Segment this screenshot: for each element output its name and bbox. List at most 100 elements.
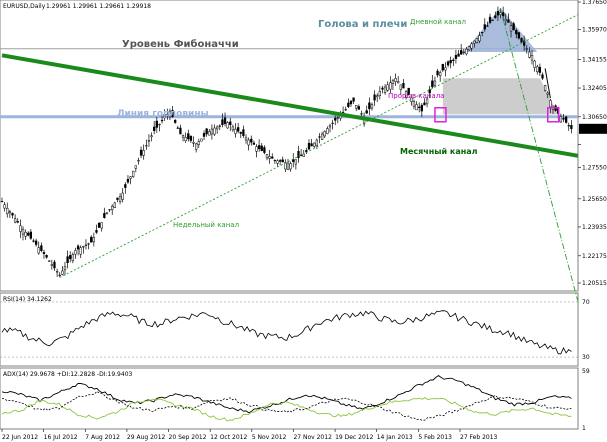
candle (418, 102, 421, 113)
candle-body (79, 247, 82, 255)
candle (507, 13, 510, 23)
candle (129, 176, 132, 185)
weekly-channel-line (59, 14, 579, 278)
candle (205, 128, 208, 137)
candle-body (252, 142, 256, 145)
candle-body (407, 87, 410, 95)
candle-body (320, 133, 324, 140)
candle-body (160, 119, 164, 122)
candle (470, 42, 473, 52)
candle-body (564, 116, 568, 123)
candle-body (318, 136, 321, 138)
candle-body (6, 207, 9, 215)
candle (200, 138, 203, 142)
candle (465, 46, 468, 56)
candle-body (229, 121, 232, 125)
candle (16, 218, 19, 224)
candle (310, 139, 313, 147)
candle-body (11, 212, 14, 216)
candle-body (155, 120, 158, 128)
y-tick-label: 1.20515 (582, 280, 607, 287)
candle (326, 126, 329, 135)
x-tick-label: 22 Jun 2012 (2, 434, 38, 441)
candle (512, 21, 515, 31)
daily-channel-label: Дневной канал (410, 18, 466, 26)
candle-body (281, 159, 284, 163)
candle-body (48, 260, 51, 262)
candle-body (520, 37, 523, 43)
candle-body (313, 142, 316, 147)
candle (281, 156, 284, 163)
candle (341, 106, 345, 114)
candle-body (263, 147, 266, 153)
candle-body (137, 160, 140, 162)
candle-body (402, 83, 405, 89)
candle-body (347, 102, 350, 107)
candle-body (55, 271, 59, 273)
head-shoulders-label: Голова и плечи (318, 19, 407, 30)
candle (376, 93, 379, 103)
candle (525, 45, 528, 54)
candle (87, 242, 90, 250)
candle-body (265, 154, 269, 159)
candle (116, 197, 119, 203)
candle (66, 250, 69, 269)
candle-body (483, 24, 486, 30)
candle-body (84, 244, 88, 246)
candle-body (365, 110, 368, 114)
monthly-channel-label: Месячный канал (400, 147, 478, 156)
candle-body (184, 137, 187, 142)
candle-body (195, 143, 198, 150)
candle-body (391, 80, 395, 85)
candle (399, 84, 402, 95)
candle-body (260, 145, 263, 151)
adx-tick-label: 1 (582, 425, 586, 432)
weekly-channel-label: Недельный канал (173, 221, 239, 229)
candle-body (533, 60, 536, 68)
rsi-panel[interactable] (0, 292, 579, 367)
candle (509, 21, 513, 38)
candle-body (187, 133, 190, 140)
candle (336, 115, 340, 124)
candle (247, 137, 250, 151)
candle (197, 138, 200, 149)
candle (213, 124, 216, 137)
candle (42, 249, 46, 259)
candle-body (378, 91, 381, 96)
candle (564, 115, 568, 124)
candle (365, 105, 368, 114)
candle-body (100, 222, 103, 229)
candle-body (389, 82, 392, 90)
candle-body (37, 247, 40, 254)
candle (166, 108, 169, 120)
candle-body (197, 141, 200, 145)
candle (229, 117, 232, 132)
candle (142, 144, 145, 160)
candle (344, 106, 347, 111)
candle (538, 63, 542, 76)
candle (567, 122, 570, 131)
candle (318, 133, 321, 144)
candle (412, 99, 416, 110)
breakout-label: Прорыв канала (388, 92, 444, 100)
candle (8, 209, 12, 219)
candle-body (247, 139, 250, 146)
candle (517, 31, 521, 40)
candle-body (352, 97, 355, 102)
candle-body (113, 202, 116, 208)
candle-body (132, 170, 135, 177)
candle-body (208, 131, 211, 136)
candle (334, 115, 337, 126)
candle-body (163, 114, 166, 118)
candle (528, 47, 531, 59)
candle-body (436, 70, 439, 76)
candle (250, 135, 253, 146)
candle (19, 219, 22, 238)
candle (195, 142, 198, 153)
adx-plot (1, 375, 572, 422)
candle (252, 140, 256, 145)
candle-body (370, 104, 374, 109)
candle-body (509, 25, 513, 32)
candle-body (255, 146, 258, 152)
